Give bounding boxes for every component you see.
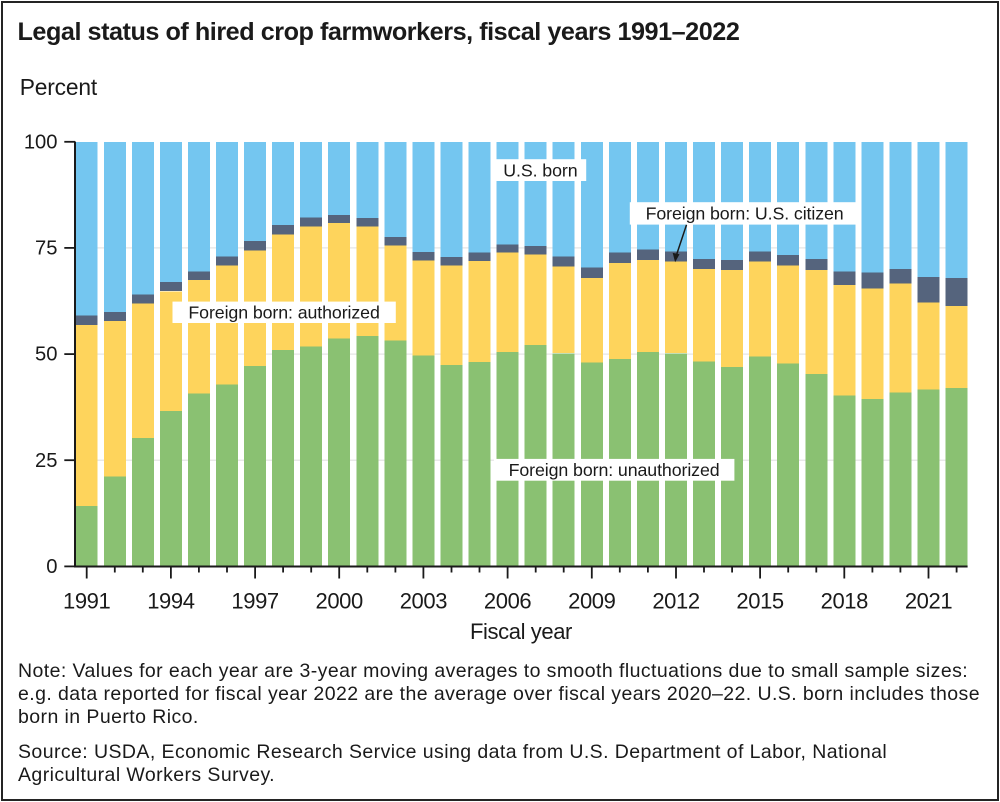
svg-text:2003: 2003 bbox=[400, 588, 448, 613]
svg-text:1991: 1991 bbox=[63, 588, 111, 613]
svg-text:50: 50 bbox=[35, 344, 57, 366]
svg-text:2015: 2015 bbox=[736, 588, 784, 613]
svg-text:1994: 1994 bbox=[147, 588, 195, 613]
svg-text:1997: 1997 bbox=[231, 588, 279, 613]
svg-text:U.S. born: U.S. born bbox=[503, 160, 577, 180]
svg-text:25: 25 bbox=[35, 450, 57, 472]
svg-text:2006: 2006 bbox=[484, 588, 532, 613]
svg-text:2012: 2012 bbox=[652, 588, 700, 613]
svg-text:Fiscal year: Fiscal year bbox=[470, 619, 572, 644]
svg-text:Foreign born: unauthorized: Foreign born: unauthorized bbox=[509, 460, 720, 480]
svg-text:2009: 2009 bbox=[568, 588, 616, 613]
svg-text:100: 100 bbox=[24, 131, 58, 153]
svg-text:Foreign born: authorized: Foreign born: authorized bbox=[188, 303, 379, 323]
svg-text:2000: 2000 bbox=[316, 588, 364, 613]
svg-text:2018: 2018 bbox=[821, 588, 869, 613]
svg-text:Foreign born: U.S. citizen: Foreign born: U.S. citizen bbox=[646, 204, 844, 224]
svg-text:0: 0 bbox=[46, 556, 57, 578]
svg-text:75: 75 bbox=[35, 238, 57, 260]
svg-text:2021: 2021 bbox=[905, 588, 953, 613]
